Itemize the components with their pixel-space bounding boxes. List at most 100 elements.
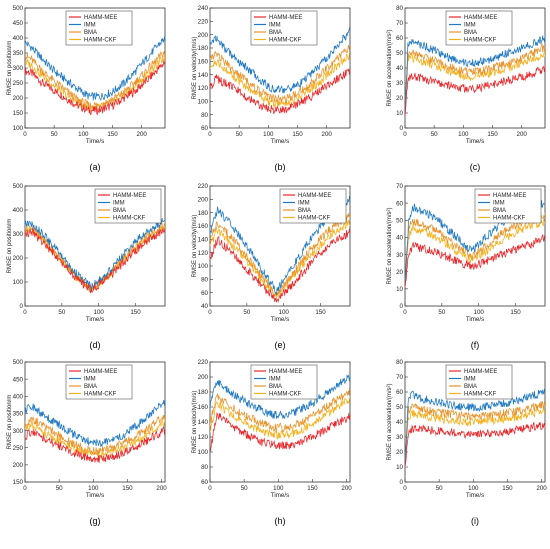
y-tick-label: 300 xyxy=(13,428,24,435)
y-tick-label: 30 xyxy=(396,434,403,441)
y-tick-label: 160 xyxy=(198,223,209,230)
series-line-imm xyxy=(25,218,165,292)
y-tick-label: 150 xyxy=(13,479,24,486)
chart-panel-i: 0 10 20 30 40 50 60 70 80 0 50 100 150 200 Time/s RMSE … xyxy=(387,359,547,526)
y-tick-label: 0 xyxy=(400,303,404,310)
y-tick-label: 80 xyxy=(201,112,208,119)
y-axis-label: RMSE on velocity/(m/s) xyxy=(192,391,198,454)
series-line-imm xyxy=(25,397,165,448)
y-tick-label: 10 xyxy=(396,110,403,117)
legend-entry: BMA xyxy=(298,208,311,214)
y-tick-label: 140 xyxy=(198,237,209,244)
legend-entry: IMM xyxy=(464,377,476,383)
y-tick-label: 160 xyxy=(198,404,209,411)
x-axis-label: Time/s xyxy=(466,316,484,323)
legend-entry: HAMM-CKF xyxy=(298,216,331,222)
x-tick-label: 100 xyxy=(273,485,284,492)
x-tick-label: 150 xyxy=(502,485,513,492)
y-tick-label: 250 xyxy=(13,80,24,87)
series-line-bma xyxy=(210,44,350,104)
x-tick-label: 150 xyxy=(315,309,326,316)
series-line-imm xyxy=(405,34,545,112)
series-line-imm xyxy=(210,27,350,94)
x-tick-label: 0 xyxy=(208,131,212,138)
series-line-bma xyxy=(405,43,545,116)
y-tick-label: 80 xyxy=(201,464,208,471)
y-tick-label: 180 xyxy=(198,45,209,52)
y-tick-label: 450 xyxy=(13,376,24,383)
panel-caption: (h) xyxy=(275,516,286,526)
chart-panel-e: 40 60 80 100 120 140 160 180 200 220 0 50 100 150 Time… xyxy=(192,183,351,350)
x-tick-label: 200 xyxy=(536,485,547,492)
legend-entry: HAMM-CKF xyxy=(269,392,302,398)
x-tick-label: 150 xyxy=(107,131,118,138)
y-tick-label: 350 xyxy=(13,411,24,418)
y-tick-label: 120 xyxy=(198,434,209,441)
y-tick-label: 200 xyxy=(198,197,209,204)
x-tick-label: 0 xyxy=(403,309,407,316)
legend-entry: HAMM-CKF xyxy=(269,38,302,44)
y-tick-label: 450 xyxy=(13,20,24,27)
series-line-hamm-mee xyxy=(405,421,545,467)
series-line-hamm-ckf xyxy=(405,407,545,467)
legend-entry: IMM xyxy=(464,23,476,29)
x-tick-label: 200 xyxy=(322,131,333,138)
y-tick-label: 400 xyxy=(13,35,24,42)
y-tick-label: 40 xyxy=(396,419,403,426)
legend-entry: BMA xyxy=(84,30,97,36)
legend-entry: BMA xyxy=(464,30,477,36)
y-tick-label: 220 xyxy=(198,19,209,26)
x-tick-label: 100 xyxy=(263,131,274,138)
x-axis-label: Time/s xyxy=(86,316,104,323)
chart-panel-h: 60 80 100 120 140 160 180 200 220 0 50 100 150 200 Tim… xyxy=(192,359,352,526)
x-tick-label: 100 xyxy=(78,131,89,138)
x-tick-label: 0 xyxy=(23,485,27,492)
y-tick-label: 100 xyxy=(198,99,209,106)
x-tick-label: 200 xyxy=(517,131,528,138)
legend-entry: HAMM-CKF xyxy=(464,392,497,398)
x-axis-label: Time/s xyxy=(271,492,289,499)
y-tick-label: 40 xyxy=(396,235,403,242)
y-tick-label: 60 xyxy=(201,290,208,297)
y-tick-label: 70 xyxy=(396,20,403,27)
series-line-hamm-ckf xyxy=(210,396,350,440)
legend-entry: IMM xyxy=(298,201,310,207)
y-tick-label: 180 xyxy=(198,389,209,396)
x-axis-label: Time/s xyxy=(271,138,289,145)
x-tick-label: 100 xyxy=(279,309,290,316)
y-tick-label: 50 xyxy=(396,217,403,224)
y-axis-label: RMSE on position/m xyxy=(7,41,13,96)
y-axis-label: RMSE on acceleration/(m/s²) xyxy=(387,29,393,106)
y-tick-label: 80 xyxy=(201,277,208,284)
y-tick-label: 50 xyxy=(396,404,403,411)
legend-entry: HAMM-MEE xyxy=(84,15,117,21)
x-tick-label: 50 xyxy=(241,485,248,492)
series-line-hamm-mee xyxy=(25,227,165,294)
legend-entry: BMA xyxy=(113,208,126,214)
legend-entry: IMM xyxy=(493,201,505,207)
panel-caption: (e) xyxy=(275,340,286,350)
legend-entry: HAMM-MEE xyxy=(113,193,146,199)
legend-entry: IMM xyxy=(84,377,96,383)
y-axis-label: RMSE on acceleration/(m/s²) xyxy=(387,383,393,460)
legend-entry: HAMM-MEE xyxy=(464,15,497,21)
x-axis-label: Time/s xyxy=(466,138,484,145)
x-axis-label: Time/s xyxy=(466,492,484,499)
legend-entry: BMA xyxy=(493,208,506,214)
x-tick-label: 150 xyxy=(307,485,318,492)
y-tick-label: 500 xyxy=(13,359,24,366)
series-line-hamm-mee xyxy=(25,60,165,116)
series-line-hamm-mee xyxy=(25,427,165,463)
panel-caption: (i) xyxy=(471,516,479,526)
legend-entry: HAMM-MEE xyxy=(84,369,117,375)
panel-caption: (f) xyxy=(471,340,480,350)
x-tick-label: 150 xyxy=(292,131,303,138)
panel-caption: (a) xyxy=(90,162,101,172)
series-line-bma xyxy=(25,415,165,457)
x-tick-label: 0 xyxy=(23,131,27,138)
